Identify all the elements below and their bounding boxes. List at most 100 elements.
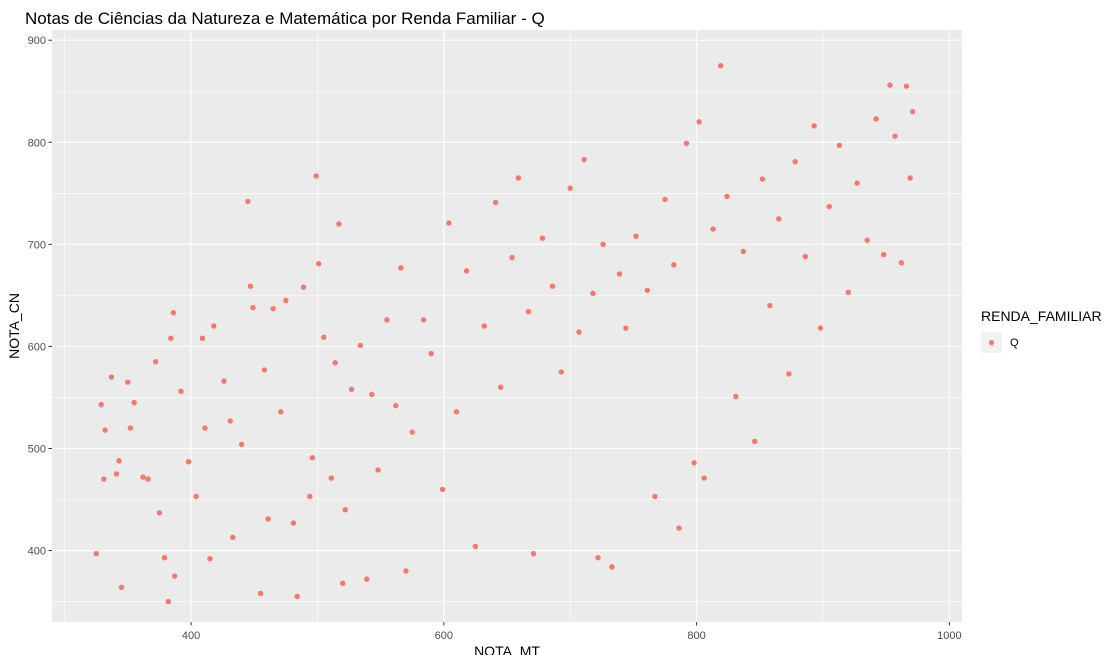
data-point — [278, 409, 284, 415]
data-point — [113, 471, 120, 477]
data-point — [165, 598, 171, 605]
data-point — [683, 140, 690, 146]
data-point — [170, 310, 177, 316]
x-axis: 400 600 800 1000 — [182, 622, 962, 642]
data-point — [481, 323, 487, 329]
data-point — [600, 241, 606, 248]
y-tick-label: 700 — [28, 239, 46, 251]
data-point — [328, 475, 335, 481]
data-point — [567, 185, 573, 191]
y-axis: 400 500 600 700 800 900 — [28, 35, 52, 558]
data-point — [864, 237, 870, 243]
data-point — [740, 248, 747, 255]
data-point — [250, 304, 256, 311]
data-point — [701, 475, 707, 481]
data-point — [539, 235, 546, 241]
data-point — [453, 409, 460, 415]
data-point — [845, 289, 851, 296]
data-point — [576, 329, 582, 335]
data-point — [671, 262, 677, 268]
data-point — [691, 460, 697, 466]
data-point — [595, 554, 601, 561]
data-point — [696, 119, 702, 125]
data-point — [178, 388, 184, 395]
data-point — [623, 325, 629, 331]
data-point — [185, 459, 192, 465]
data-point — [530, 550, 537, 557]
data-point — [581, 156, 587, 163]
data-point — [393, 402, 399, 409]
data-point — [118, 584, 125, 590]
data-point — [590, 290, 596, 297]
data-point — [261, 367, 268, 373]
data-point — [257, 590, 264, 597]
data-point — [907, 175, 913, 181]
data-point — [710, 226, 716, 232]
data-point — [910, 108, 916, 115]
data-point — [892, 133, 898, 139]
data-point — [93, 550, 99, 557]
data-point — [786, 371, 792, 377]
data-point — [767, 302, 773, 309]
legend-label: Q — [1010, 337, 1019, 349]
data-point — [102, 427, 108, 433]
data-point — [108, 374, 115, 380]
data-point — [525, 309, 532, 315]
y-tick-label: 800 — [28, 137, 46, 149]
data-point — [211, 323, 217, 329]
data-point — [145, 476, 151, 482]
x-tick-label: 800 — [687, 630, 705, 642]
data-point — [398, 265, 404, 271]
data-point — [549, 283, 556, 289]
data-point — [270, 305, 276, 312]
data-point — [558, 369, 565, 375]
data-point — [294, 593, 300, 600]
data-point — [384, 317, 390, 323]
data-point — [300, 284, 307, 290]
y-tick-label: 900 — [28, 35, 46, 47]
data-point — [290, 520, 297, 526]
data-point — [662, 196, 668, 203]
y-tick-label: 600 — [28, 341, 46, 353]
data-point — [497, 384, 504, 390]
data-point — [776, 216, 782, 222]
data-point — [168, 335, 174, 341]
plot-panel — [52, 30, 962, 622]
data-point — [792, 158, 798, 165]
legend-key-dot — [988, 339, 995, 346]
data-point — [724, 193, 730, 200]
data-point — [348, 386, 355, 392]
data-point — [339, 580, 346, 586]
data-point — [652, 493, 658, 500]
legend-title: RENDA_FAMILIAR — [981, 308, 1102, 324]
data-point — [644, 287, 650, 293]
data-point — [342, 507, 348, 513]
data-point — [309, 454, 316, 461]
data-point — [227, 418, 233, 424]
data-point — [199, 335, 206, 341]
data-point — [202, 425, 208, 431]
data-point — [161, 554, 168, 561]
data-point — [221, 378, 227, 384]
data-point — [733, 393, 739, 400]
data-point — [98, 401, 104, 408]
data-point — [101, 476, 107, 482]
data-point — [409, 429, 415, 435]
data-point — [171, 573, 178, 579]
data-point — [817, 325, 824, 331]
y-tick-label: 500 — [28, 443, 46, 455]
data-point — [880, 251, 887, 258]
data-point — [332, 360, 338, 366]
grid-major — [52, 30, 962, 622]
x-tick-label: 600 — [435, 630, 453, 642]
data-point — [245, 198, 251, 205]
data-point — [811, 123, 817, 129]
data-point — [230, 534, 236, 540]
data-point — [315, 261, 322, 267]
data-point — [463, 268, 470, 274]
data-point — [336, 221, 342, 227]
data-point — [127, 425, 134, 431]
data-point — [283, 297, 289, 304]
data-point — [826, 203, 832, 210]
